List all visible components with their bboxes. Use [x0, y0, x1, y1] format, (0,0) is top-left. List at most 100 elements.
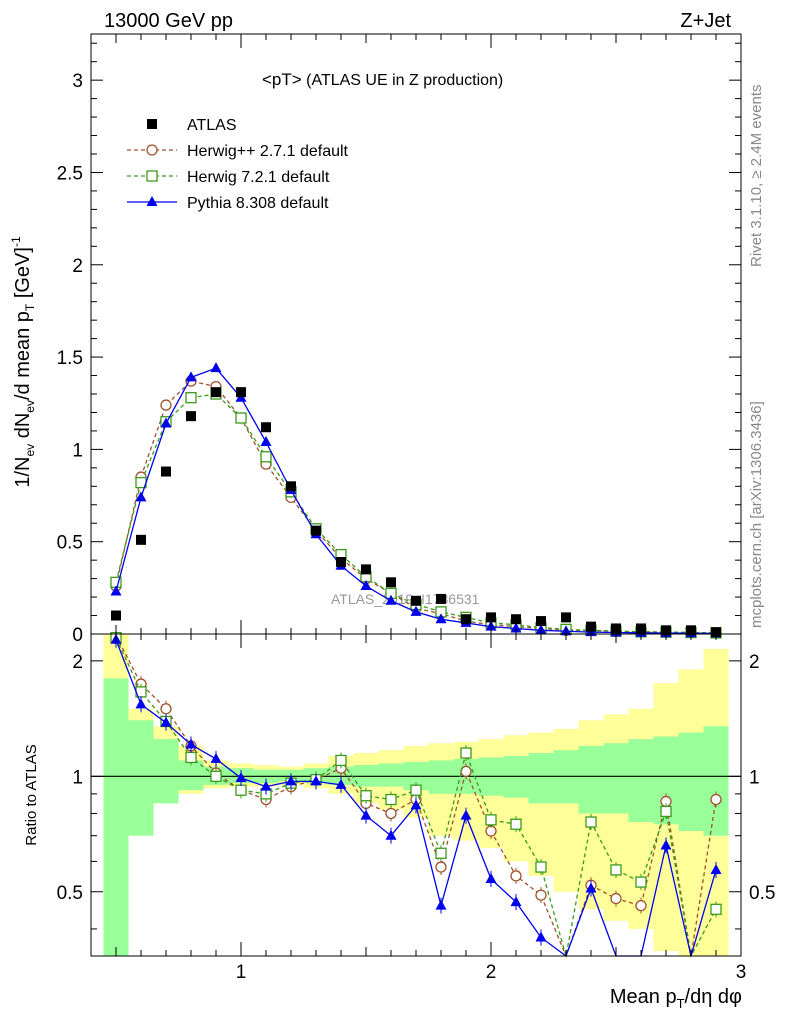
atlas-point [136, 534, 146, 545]
svg-text:1/Nev dNev/d mean pT [GeV]-1: 1/Nev dNev/d mean pT [GeV]-1 [9, 236, 37, 488]
band-inner-bin [528, 753, 554, 804]
ratio-point [435, 847, 447, 859]
y-tick-label: 1.5 [57, 348, 83, 369]
band-inner-bin [578, 745, 604, 814]
ratio-point [510, 870, 522, 882]
atlas-point [311, 525, 321, 536]
atlas-point [486, 612, 496, 623]
ratio-point [335, 754, 347, 767]
ratio-point [610, 864, 622, 876]
y-tick-label: 0.5 [57, 533, 83, 554]
atlas-point [411, 595, 421, 606]
ratio-point [510, 818, 522, 830]
legend-label: ATLAS [187, 117, 237, 134]
legend-label: Pythia 8.308 default [187, 195, 329, 212]
series-point [210, 362, 222, 373]
series-point [135, 491, 147, 502]
ratio-point [385, 807, 397, 820]
atlas-point [186, 411, 196, 422]
ratio-point [710, 793, 722, 806]
ratio-point [260, 780, 272, 791]
series-point [360, 580, 372, 590]
atlas-point [586, 621, 596, 632]
ratio-y-tick-label: 2 [72, 652, 83, 673]
uncertainty-bands [103, 634, 729, 956]
series-point [185, 392, 197, 404]
ratio-y-tick-label: 1 [72, 767, 83, 788]
atlas-point [211, 387, 221, 398]
ratio-point [710, 903, 722, 915]
ratio-point [360, 809, 372, 820]
ratio-point [460, 765, 472, 778]
atlas-point [386, 577, 396, 588]
ratio-point [485, 814, 497, 826]
atlas-point [536, 616, 546, 627]
series-point [410, 605, 422, 616]
atlas-point [286, 481, 296, 492]
atlas-point [336, 557, 346, 567]
ratio-y-tick-label: 0.5 [749, 883, 775, 904]
y-tick-label: 3 [72, 71, 83, 92]
ratio-y-axis-title: Ratio to ATLAS [23, 744, 40, 845]
legend: ATLAS Herwig++ 2.7.1 default Herwig 7.2.1 … [127, 117, 349, 212]
ratio-point [460, 809, 472, 820]
ratio-point [660, 839, 672, 850]
ratio-point [535, 889, 547, 901]
atlas-point [461, 614, 471, 625]
ratio-y-tick-label: 1 [749, 767, 760, 788]
svg-text:Ratio to ATLAS: Ratio to ATLAS [23, 744, 40, 845]
ratio-point [185, 738, 197, 749]
band-inner-bin [678, 732, 704, 832]
band-inner-bin [428, 760, 454, 794]
legend-marker [146, 144, 158, 156]
mcplots-label: mcplots.cern.ch [arXiv:1306.3436] [748, 401, 765, 628]
ratio-y-tick-label: 0.5 [57, 883, 83, 904]
ratio-point [235, 784, 247, 796]
ratio-point [410, 799, 422, 810]
ratio-point [435, 899, 447, 910]
ratio-point [435, 861, 447, 873]
atlas-point [261, 422, 271, 433]
ratio-point [635, 876, 647, 888]
atlas-point [111, 610, 121, 621]
ratio-point [585, 816, 597, 828]
series-point [160, 417, 172, 428]
y-tick-label: 2.5 [57, 163, 83, 184]
ratio-point [635, 900, 647, 912]
series-point [510, 622, 522, 633]
ratio-point [210, 752, 222, 763]
header-left: 13000 GeV pp [104, 10, 233, 32]
series-point [160, 399, 172, 411]
band-inner-bin [128, 720, 154, 836]
ratio-point [160, 703, 172, 715]
ratio-point [710, 863, 722, 874]
y-tick-label: 2 [72, 256, 83, 277]
plot-title: <pT> (ATLAS UE in Z production) [262, 70, 503, 89]
x-tick-label: 1 [236, 962, 247, 983]
series-point [385, 594, 397, 605]
legend-label: Herwig++ 2.7.1 default [187, 143, 349, 160]
legend-marker [147, 119, 157, 129]
band-inner-bin [603, 743, 629, 814]
band-outer-bin [503, 735, 529, 862]
y-axis-title: 1/Nev dNev/d mean pT [GeV]-1 [9, 236, 37, 488]
ratio-point [610, 892, 622, 905]
atlas-point [561, 612, 571, 623]
series-point [260, 436, 272, 446]
ratio-point [210, 770, 222, 782]
series-point [185, 371, 197, 382]
series-point [235, 412, 247, 424]
ratio-point [285, 775, 297, 786]
band-inner-bin [103, 678, 129, 956]
rivet-label: Rivet 3.1.10, ≥ 2.4M events [748, 85, 765, 268]
ratio-point [535, 861, 547, 873]
ratio-point [160, 716, 172, 727]
legend-marker [146, 196, 158, 206]
ratio-point [235, 771, 247, 782]
ratio-point [360, 790, 372, 802]
y-tick-label: 1 [72, 440, 83, 461]
header-right: Z+Jet [680, 10, 731, 32]
series-point [110, 585, 122, 596]
atlas-point [236, 387, 246, 398]
